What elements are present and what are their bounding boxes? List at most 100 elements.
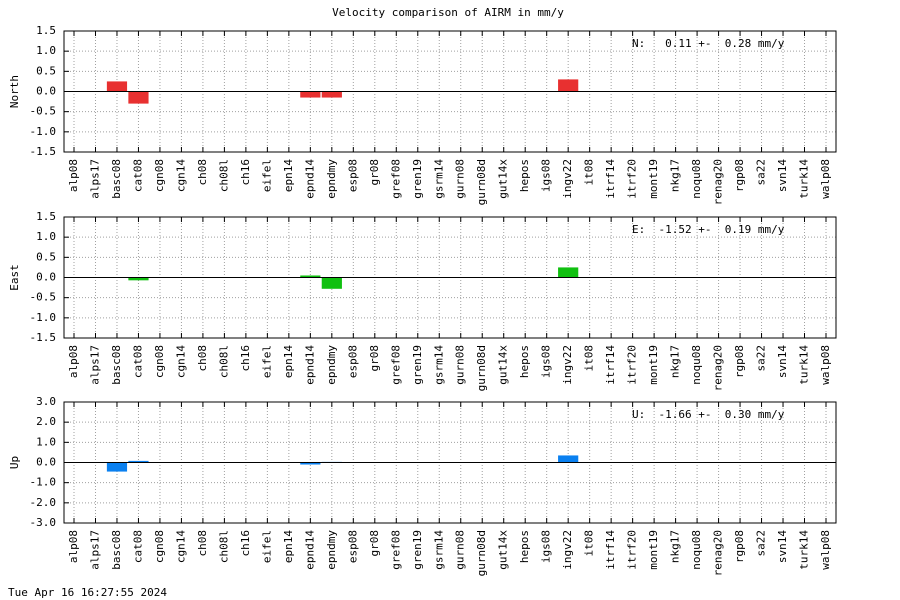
x-tick-label: gref08: [389, 345, 402, 385]
bar: [128, 460, 149, 463]
bar: [558, 455, 579, 463]
y-tick-label: 1.5: [36, 24, 56, 37]
y-tick-label: -0.5: [30, 291, 57, 304]
bar: [128, 277, 149, 281]
x-tick-label: gref08: [389, 530, 402, 570]
figure-title: Velocity comparison of AIRM in mm/y: [332, 6, 564, 19]
x-tick-label: sa22: [755, 530, 768, 557]
x-tick-label: svn14: [776, 345, 789, 378]
x-tick-label: epn14: [282, 530, 295, 563]
x-tick-label: mont19: [647, 530, 660, 570]
x-tick-label: gurn08d: [475, 530, 488, 576]
x-tick-label: nkg17: [669, 530, 682, 563]
x-tick-label: eifel: [260, 159, 273, 192]
x-tick-label: hepos: [518, 159, 531, 192]
x-tick-label: noqu08: [690, 345, 703, 385]
y-tick-label: 1.0: [36, 435, 56, 448]
y-tick-label: 1.0: [36, 230, 56, 243]
annotation: U: -1.66 +- 0.30 mm/y: [632, 408, 785, 421]
bar: [558, 267, 579, 278]
x-tick-label: ch16: [239, 530, 252, 557]
x-tick-label: ch16: [239, 345, 252, 372]
x-tick-label: walp08: [819, 345, 832, 385]
x-tick-label: renag20: [712, 530, 725, 576]
x-tick-label: svn14: [776, 530, 789, 563]
x-tick-label: mont19: [647, 159, 660, 199]
x-tick-label: walp08: [819, 530, 832, 570]
y-tick-label: 1.5: [36, 210, 56, 223]
x-tick-label: mont19: [647, 345, 660, 385]
x-tick-label: rgp08: [733, 159, 746, 192]
x-tick-label: renag20: [712, 345, 725, 391]
x-tick-label: itrf20: [626, 345, 639, 385]
x-tick-label: turk14: [798, 159, 811, 199]
x-tick-label: gsrm14: [432, 530, 445, 570]
x-tick-label: gren19: [411, 345, 424, 385]
x-tick-label: alp08: [67, 530, 80, 563]
y-tick-label: -0.5: [30, 105, 57, 118]
bar: [300, 275, 321, 278]
x-tick-label: gref08: [389, 159, 402, 199]
x-tick-label: hepos: [518, 345, 531, 378]
plot-frame: [63, 401, 837, 524]
bar: [558, 79, 579, 92]
x-tick-label: esp08: [346, 345, 359, 378]
annotation: N: 0.11 +- 0.28 mm/y: [632, 37, 785, 50]
x-tick-label: nkg17: [669, 345, 682, 378]
annotation: E: -1.52 +- 0.19 mm/y: [632, 223, 785, 236]
x-tick-label: eifel: [260, 345, 273, 378]
y-tick-label: 3.0: [36, 395, 56, 408]
x-tick-label: ch08: [196, 159, 209, 186]
x-tick-label: cgn14: [174, 530, 187, 563]
x-tick-label: gurn08d: [475, 345, 488, 391]
x-tick-label: basc08: [110, 159, 123, 199]
x-tick-label: alps17: [88, 159, 101, 199]
x-tick-label: gren19: [411, 159, 424, 199]
y-tick-label: -3.0: [30, 516, 57, 529]
x-tick-label: epn14: [282, 159, 295, 192]
y-axis-label: Up: [8, 456, 21, 469]
x-tick-label: gurn08: [454, 159, 467, 199]
bar: [106, 462, 128, 472]
x-tick-label: gurn08: [454, 530, 467, 570]
x-tick-label: walp08: [819, 159, 832, 199]
bar: [321, 277, 342, 289]
x-tick-label: cat08: [131, 345, 144, 378]
x-tick-label: rgp08: [733, 345, 746, 378]
x-tick-label: epndmy: [325, 345, 338, 385]
x-tick-label: gut14x: [497, 530, 510, 570]
x-tick-label: svn14: [776, 159, 789, 192]
x-tick-label: ch08l: [217, 530, 230, 563]
x-tick-label: epnd14: [303, 345, 316, 385]
x-tick-label: ingv22: [561, 345, 574, 385]
x-tick-label: it08: [583, 530, 596, 557]
x-tick-label: epn14: [282, 345, 295, 378]
x-tick-label: basc08: [110, 345, 123, 385]
x-tick-label: epndmy: [325, 159, 338, 199]
x-tick-label: epndmy: [325, 530, 338, 570]
x-tick-label: igs08: [540, 159, 553, 192]
x-tick-label: ch08l: [217, 345, 230, 378]
x-tick-label: eifel: [260, 530, 273, 563]
x-tick-label: noqu08: [690, 159, 703, 199]
plot-frame: [63, 216, 837, 339]
x-tick-label: gut14x: [497, 159, 510, 199]
x-tick-label: gurn08: [454, 345, 467, 385]
x-tick-label: ingv22: [561, 530, 574, 570]
bar: [300, 91, 321, 98]
y-axis-label: East: [8, 264, 21, 291]
x-tick-label: cgn14: [174, 159, 187, 192]
timestamp: Tue Apr 16 16:27:55 2024: [8, 586, 167, 599]
x-tick-label: epnd14: [303, 159, 316, 199]
x-tick-label: alp08: [67, 159, 80, 192]
x-tick-label: esp08: [346, 530, 359, 563]
x-tick-label: esp08: [346, 159, 359, 192]
x-tick-label: sa22: [755, 159, 768, 186]
x-tick-label: itrf20: [626, 159, 639, 199]
x-tick-label: gsrm14: [432, 159, 445, 199]
x-tick-label: cgn14: [174, 345, 187, 378]
bar: [128, 91, 149, 104]
x-tick-label: renag20: [712, 159, 725, 205]
y-tick-label: 0.0: [36, 271, 56, 284]
x-tick-label: it08: [583, 159, 596, 186]
